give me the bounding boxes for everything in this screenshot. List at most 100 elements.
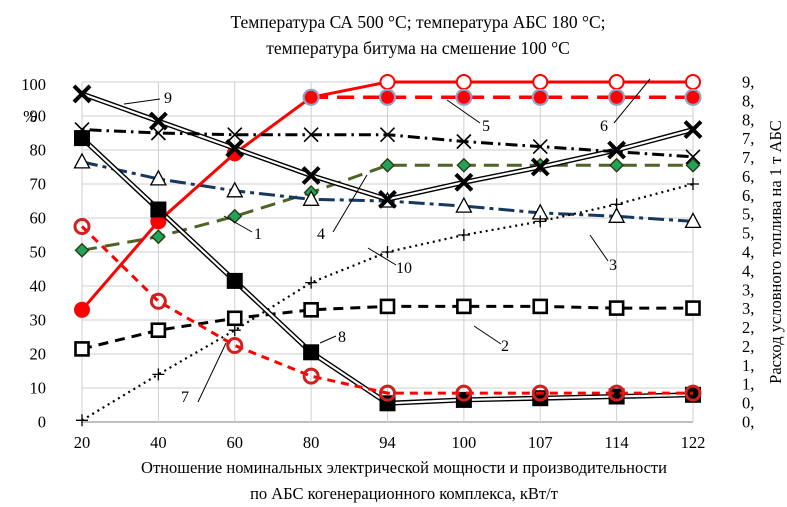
title-line-2: температура битума на смешение 100 °С [266, 38, 570, 58]
callout-line-4 [332, 174, 368, 233]
data-point [454, 172, 474, 192]
data-point [303, 301, 319, 318]
data-point [532, 139, 548, 155]
data-point [73, 152, 91, 169]
y-right-tick-label: 7, [742, 129, 754, 148]
y-right-tick-label: 6, [742, 167, 754, 186]
y-left-tick-label: 40 [30, 277, 47, 296]
y-right-tick-label: 1, [742, 356, 754, 375]
data-point [687, 178, 699, 190]
data-point [381, 246, 394, 258]
series-7 [76, 178, 699, 427]
series-10 [74, 122, 701, 165]
data-point [225, 138, 245, 158]
data-point [150, 322, 167, 339]
chart-title: Температура СА 500 °С; температура АБС 1… [231, 12, 606, 58]
data-point [227, 127, 243, 143]
y-axis-right: 0,0,1,1,2,2,3,3,4,4,5,5,6,6,7,7,8,8,9, [742, 73, 754, 432]
callout-line-9 [123, 98, 161, 105]
y-left-tick-label: 20 [30, 345, 47, 364]
callout-line-6 [613, 78, 651, 124]
data-point [378, 189, 397, 209]
data-point [609, 144, 625, 160]
data-point [532, 298, 549, 315]
y-right-tick-label: 1, [742, 375, 754, 394]
callout-label-7: 7 [181, 389, 189, 406]
callout-label-3: 3 [609, 257, 617, 274]
x-tick-label: 20 [74, 433, 91, 452]
data-point [73, 218, 91, 235]
data-point [608, 384, 626, 402]
data-point [226, 181, 244, 198]
data-point [607, 140, 627, 160]
data-point [610, 198, 623, 211]
data-point [608, 74, 625, 90]
data-point [379, 384, 396, 402]
callout-label-1: 1 [254, 226, 262, 243]
y-right-tick-label: 2, [742, 337, 754, 356]
data-point [530, 157, 550, 177]
y-right-tick-label: 4, [742, 261, 754, 280]
data-point [608, 206, 626, 223]
y-right-tick-label: 5, [742, 205, 754, 224]
data-point [685, 300, 701, 316]
y-right-tick-label: 0, [742, 394, 754, 413]
data-point [379, 127, 396, 143]
y-left-tick-label: 100 [21, 75, 46, 94]
data-point [456, 133, 472, 150]
y-right-tick-label: 9, [742, 73, 754, 92]
data-point [531, 88, 549, 106]
data-point [302, 88, 320, 106]
series-6 [73, 218, 702, 402]
data-point [378, 88, 397, 106]
data-point [302, 367, 320, 385]
data-point [534, 215, 547, 228]
data-point [303, 127, 319, 143]
data-point [380, 157, 395, 173]
x-tick-label: 114 [605, 433, 629, 452]
data-point [150, 201, 167, 218]
y-axis-left-unit: % [23, 107, 37, 126]
y-left-tick-label: 70 [30, 175, 47, 194]
data-point [74, 242, 90, 258]
data-point [531, 384, 549, 402]
data-point [227, 208, 243, 224]
callout-label-4: 4 [317, 226, 325, 243]
data-point [226, 337, 244, 354]
data-point [685, 74, 701, 90]
y-axis-left: 0 10 20 30 40 50 60 70 80 90 100 [21, 75, 46, 432]
y-right-tick-label: 5, [742, 224, 754, 243]
x-tick-label: 100 [452, 433, 477, 452]
x-tick-label: 107 [528, 433, 553, 452]
callout-label-6: 6 [600, 118, 608, 135]
series-line [80, 225, 693, 395]
y-right-tick-label: 4, [742, 243, 754, 262]
y-right-tick-label: 3, [742, 299, 754, 318]
data-point [608, 300, 625, 316]
callout-line-2 [473, 325, 502, 345]
y-right-tick-label: 6, [742, 186, 754, 205]
data-point [148, 111, 168, 131]
y-right-tick-label: 3, [742, 280, 754, 299]
data-point [685, 149, 701, 165]
callout-line-7 [197, 342, 227, 403]
x-tick-label: 80 [303, 433, 320, 452]
y-right-tick-label: 0, [742, 413, 754, 432]
callout-label-9: 9 [164, 90, 172, 107]
y-left-tick-label: 90 [30, 107, 47, 126]
data-point [609, 157, 625, 173]
x-tick-label: 122 [681, 433, 706, 452]
data-point [72, 84, 92, 104]
y-right-tick-label: 8, [742, 91, 754, 110]
data-point [455, 196, 473, 213]
data-point [684, 88, 702, 106]
callout-line-1 [223, 215, 253, 233]
data-point [303, 344, 320, 361]
x-tick-label: 94 [379, 433, 396, 452]
data-point [149, 169, 167, 186]
y-left-tick-label: 60 [30, 209, 47, 228]
data-point [455, 384, 473, 402]
data-point [379, 298, 396, 315]
series-2 [74, 298, 701, 357]
data-point [302, 189, 320, 206]
